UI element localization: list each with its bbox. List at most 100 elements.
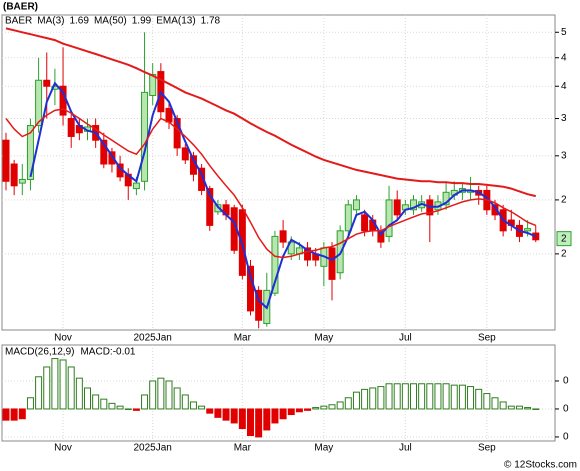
macd-bar xyxy=(84,387,91,410)
macd-bar xyxy=(2,408,10,421)
macd-bar xyxy=(475,388,483,410)
macd-bar xyxy=(458,384,466,410)
candle-body xyxy=(165,107,173,123)
macd-bar xyxy=(295,408,303,413)
x-tick-label: Sep xyxy=(478,333,496,344)
x-tick-label: 2025Jan xyxy=(134,443,172,454)
macd-bar xyxy=(35,376,43,410)
macd-bar xyxy=(336,401,344,410)
panel-frame xyxy=(1,344,556,442)
y-tick-label: 0 xyxy=(563,404,569,415)
macd-bar xyxy=(483,393,491,410)
macd-bar xyxy=(450,384,458,410)
candle-body xyxy=(352,199,360,211)
candle-body xyxy=(214,204,222,213)
x-tick-label: May xyxy=(314,333,333,344)
macd-bar xyxy=(271,408,279,424)
macd-bar xyxy=(304,408,312,411)
candle-body xyxy=(26,125,34,181)
macd-bar xyxy=(287,408,295,416)
ma-line xyxy=(5,108,537,259)
last-price-label: 2 xyxy=(561,233,567,244)
macd-bar xyxy=(352,391,360,410)
macd-bar xyxy=(181,394,189,410)
macd-bar xyxy=(51,358,59,410)
macd-bar xyxy=(279,408,287,420)
last-price-box xyxy=(556,231,572,247)
macd-bar xyxy=(18,408,26,420)
legend-name: MA(3) xyxy=(37,16,64,27)
macd-bar xyxy=(507,405,515,410)
macd-bar xyxy=(173,387,181,410)
candle-body xyxy=(43,79,51,87)
macd-title: MACD(26,12,9) xyxy=(5,347,74,358)
macd-name: MACD: xyxy=(80,347,112,358)
macd-bar xyxy=(10,408,18,421)
macd-bar xyxy=(67,366,75,410)
candle-body xyxy=(304,247,312,261)
candle-body xyxy=(2,139,10,182)
chart-title: (BAER) xyxy=(3,2,38,13)
macd-bar xyxy=(255,408,263,438)
candle-body xyxy=(410,199,417,211)
macd-bar xyxy=(141,394,149,410)
macd-bar xyxy=(214,408,222,418)
macd-bar xyxy=(515,405,523,410)
macd-bar xyxy=(263,408,271,431)
candle-body xyxy=(18,179,26,184)
y-tick-label: 0 xyxy=(563,432,569,443)
candle-body xyxy=(35,79,43,127)
macd-bar xyxy=(418,383,426,410)
macd-bar xyxy=(320,405,328,410)
y-tick-label: 2 xyxy=(561,249,567,260)
x-tick-label: Nov xyxy=(54,333,72,344)
macd-bar xyxy=(92,394,100,410)
macd-bar xyxy=(206,408,214,414)
ma-line xyxy=(29,81,537,310)
macd-bar xyxy=(393,383,401,410)
macd-bar xyxy=(361,388,369,410)
candle-body xyxy=(255,289,263,321)
candle-body xyxy=(108,151,116,165)
candle-body xyxy=(149,73,157,96)
macd-bar xyxy=(344,397,352,410)
y-tick-label: 5 xyxy=(561,27,567,38)
panel-frame xyxy=(1,14,556,331)
candle-body xyxy=(67,118,75,137)
legend-symbol: BAER xyxy=(5,16,32,27)
macd-bar xyxy=(75,377,83,410)
y-tick-label: 4 xyxy=(561,81,567,92)
candle-body xyxy=(344,204,352,232)
macd-bar xyxy=(328,404,336,410)
candle-body xyxy=(442,191,450,206)
y-tick-label: 0 xyxy=(563,376,569,387)
candle-body xyxy=(271,235,279,294)
candle-body xyxy=(132,182,140,190)
macd-bar xyxy=(189,401,197,410)
macd-bar xyxy=(230,408,238,424)
macd-bar xyxy=(532,408,540,410)
macd-bar xyxy=(108,402,116,410)
macd-bar xyxy=(434,383,442,410)
macd-bar xyxy=(369,387,377,410)
legend-value: 1.69 xyxy=(69,16,89,27)
macd-bar xyxy=(157,377,165,410)
candle-body xyxy=(247,265,254,312)
x-tick-label: Mar xyxy=(234,333,252,344)
macd-bar xyxy=(26,397,34,410)
macd-bar xyxy=(238,408,246,430)
candle-body xyxy=(206,188,214,226)
macd-bar xyxy=(312,407,320,410)
macd-bar xyxy=(491,397,499,410)
x-tick-label: Sep xyxy=(478,443,496,454)
macd-bar xyxy=(377,386,385,410)
macd-bar xyxy=(100,398,108,410)
macd-bar xyxy=(165,380,173,410)
macd-bar xyxy=(467,386,475,410)
y-tick-label: 2 xyxy=(561,195,567,206)
x-tick-label: Jul xyxy=(399,443,412,454)
macd-value: -0.01 xyxy=(113,347,136,358)
candle-body xyxy=(385,199,393,237)
candle-body xyxy=(328,247,336,280)
